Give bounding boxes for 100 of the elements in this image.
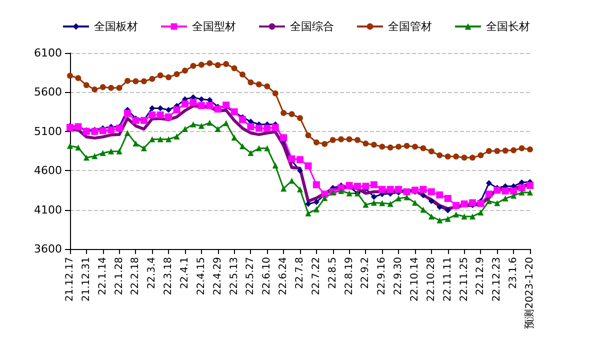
point [256,145,262,152]
point [149,136,156,142]
point [461,213,468,220]
point [486,148,492,154]
point [190,121,196,128]
point [248,150,254,156]
point [92,153,98,160]
point [206,120,213,126]
x-tick-label: 22.4.29 [212,257,224,296]
point [444,207,451,214]
point [420,186,427,193]
y-tick-label: 5600 [34,86,62,99]
point [470,213,476,220]
point [478,210,484,216]
x-tick-label: 22.3.18 [163,257,174,296]
legend-label: 全国长材 [486,20,530,33]
x-tick-label: 22.2.18 [130,257,142,296]
point [264,145,270,152]
point [354,137,360,144]
point [404,194,410,200]
point [436,204,443,210]
point [255,124,262,132]
point [486,198,492,204]
point [428,213,434,220]
x-tick-label: 23.1.6 [508,257,520,289]
point [116,84,122,91]
point [108,148,114,154]
point [502,148,508,154]
point [304,162,312,170]
x-tick-label: 22.12.23 [492,257,503,302]
x-tick-label: 22.6.24 [278,257,290,296]
point [313,198,320,205]
point [223,120,230,126]
point [436,191,444,198]
point [132,116,140,124]
x-tick-label: 22.4.1 [180,257,190,289]
point [436,217,443,224]
point [288,155,296,162]
point [100,84,106,90]
x-tick-label: 22.3.4 [146,257,158,289]
point [346,190,352,196]
point [296,156,304,164]
point [518,190,525,196]
point [240,143,246,150]
x-tick-label: 22.5.27 [245,257,256,296]
point [444,216,451,222]
point [420,206,426,213]
point [420,145,426,152]
y-tick-label: 3600 [34,242,62,256]
point [370,200,377,206]
point [124,110,131,117]
x-tick-label: 21.12.17 [64,257,76,302]
point [527,190,533,196]
x-tick-label: 22.6.10 [262,257,273,296]
x-tick-label: 22.8.19 [344,257,355,296]
point [67,142,73,149]
point [99,127,106,134]
point [412,144,418,150]
point [108,126,115,134]
point [526,182,534,189]
point [206,60,213,66]
point [108,84,114,91]
x-tick-label: 22.4.15 [196,257,207,296]
point [264,124,271,132]
point [510,192,517,199]
point [428,198,434,204]
point [75,75,82,82]
point [412,200,418,206]
point [231,134,238,141]
point [297,168,303,174]
x-tick-label: 22.11.25 [458,257,470,302]
x-tick-label: 22.10.14 [410,257,420,302]
point [527,146,533,152]
point [256,81,262,88]
point [140,145,147,152]
x-tick-label: 22.11.11 [442,257,454,302]
point [166,136,172,142]
point [518,145,525,152]
point [67,72,73,79]
x-tick-label: 22.5.13 [228,257,240,296]
point [478,152,484,158]
x-tick-label: 22.12.9 [475,257,486,296]
point [297,115,303,122]
legend-label: 全国板材 [94,20,138,33]
x-tick-label: 22.9.30 [393,257,404,296]
point [272,124,279,131]
x-tick-label: 22.9.16 [376,257,388,296]
point [379,200,386,206]
point [174,71,180,78]
point [240,72,246,78]
point [453,153,460,160]
x-tick-label: 22.8.5 [327,257,338,289]
point [166,74,172,80]
point [198,122,204,129]
point [100,150,106,156]
point [387,200,394,207]
point [214,126,221,132]
point [338,188,344,194]
point [313,139,320,146]
point [182,100,188,108]
